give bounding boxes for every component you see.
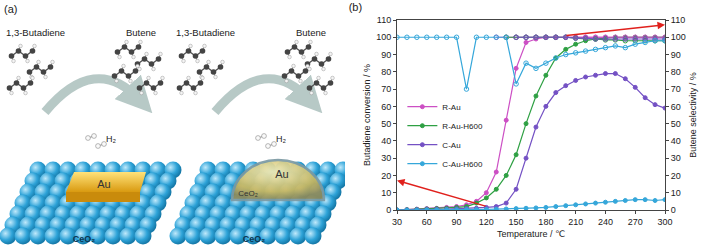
svg-text:300: 300 [657,217,672,227]
svg-text:90: 90 [452,217,462,227]
svg-text:C-Au-H600: C-Au-H600 [442,160,483,169]
svg-text:(a): (a) [4,3,17,15]
svg-text:H₂: H₂ [106,134,116,144]
svg-text:(b): (b) [349,1,362,13]
svg-text:CeO₂: CeO₂ [73,234,96,244]
svg-text:110: 110 [671,15,685,25]
svg-text:90: 90 [381,50,391,60]
svg-text:R-Au-H600: R-Au-H600 [442,122,483,131]
svg-text:60: 60 [671,102,681,112]
svg-text:70: 70 [671,84,681,94]
svg-text:CeO₂: CeO₂ [243,234,266,244]
svg-text:40: 40 [381,136,391,146]
svg-text:60: 60 [422,217,432,227]
svg-text:Butene selectivity / %: Butene selectivity / % [688,72,698,158]
svg-text:80: 80 [671,67,681,77]
svg-text:120: 120 [479,217,494,227]
svg-text:30: 30 [381,153,391,163]
svg-text:60: 60 [381,102,391,112]
svg-text:40: 40 [671,136,681,146]
svg-text:180: 180 [538,217,553,227]
svg-text:H₂: H₂ [276,134,286,144]
svg-text:50: 50 [381,119,391,129]
svg-text:Au: Au [97,178,110,190]
svg-text:10: 10 [381,188,391,198]
svg-text:50: 50 [671,119,681,129]
svg-text:1,3-Butadiene: 1,3-Butadiene [6,27,65,38]
svg-text:R-Au: R-Au [442,103,460,112]
svg-text:Butadiene conversion / %: Butadiene conversion / % [362,64,372,166]
svg-text:30: 30 [671,153,681,163]
svg-text:210: 210 [568,217,583,227]
svg-text:Butene: Butene [126,27,156,38]
svg-text:0: 0 [386,205,391,215]
svg-text:90: 90 [671,50,681,60]
svg-text:270: 270 [628,217,643,227]
svg-text:Au: Au [275,168,288,180]
svg-text:20: 20 [381,171,391,181]
svg-text:110: 110 [377,15,391,25]
svg-text:20: 20 [671,171,681,181]
svg-text:30: 30 [392,217,402,227]
svg-text:80: 80 [381,67,391,77]
svg-text:100: 100 [671,32,686,42]
svg-text:70: 70 [381,84,391,94]
svg-text:1,3-Butadiene: 1,3-Butadiene [176,27,235,38]
svg-text:100: 100 [376,32,391,42]
svg-text:C-Au: C-Au [442,141,460,150]
svg-text:0: 0 [671,205,676,215]
svg-text:Temperature / ℃: Temperature / ℃ [497,229,565,239]
svg-text:240: 240 [598,217,613,227]
svg-text:Butene: Butene [296,27,326,38]
svg-text:CeO₂: CeO₂ [238,189,258,198]
svg-text:10: 10 [671,188,681,198]
svg-text:150: 150 [509,217,524,227]
